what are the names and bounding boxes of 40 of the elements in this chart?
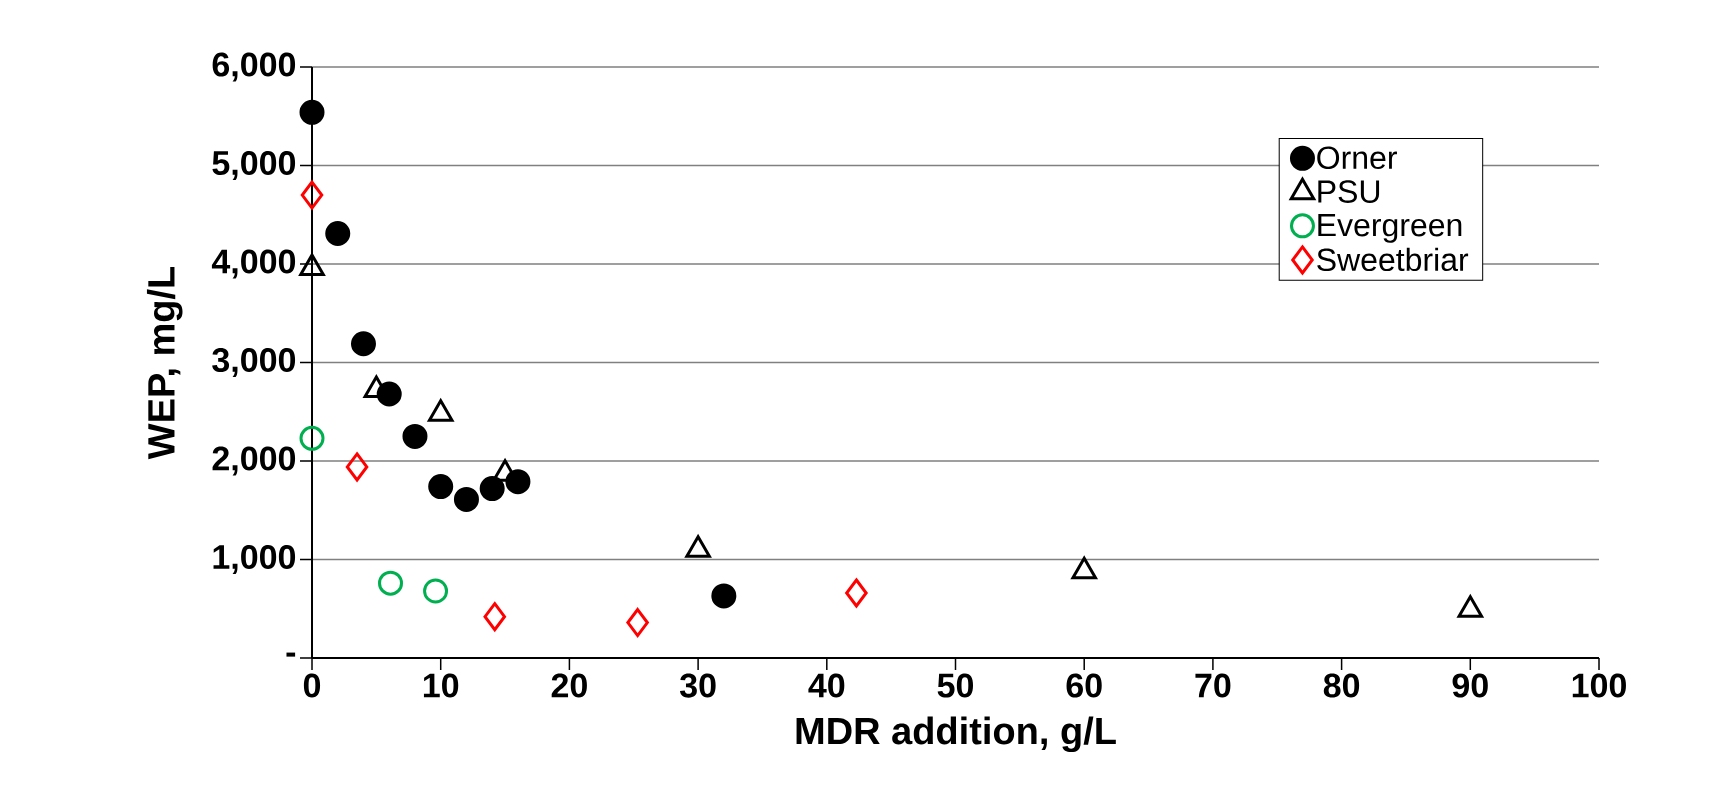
x-tick-label: 100 (1572, 673, 1626, 698)
point (299, 425, 325, 451)
point (345, 452, 369, 482)
y-tick-label: 6,000 (212, 52, 296, 82)
y-tick-label: 4,000 (211, 249, 296, 279)
point (325, 220, 351, 246)
y-tick-label: 5,000 (212, 151, 296, 181)
x-tick-label: 10 (423, 673, 459, 698)
y-tick-label: 1,000 (213, 545, 296, 575)
point (378, 570, 404, 596)
x-tick-label: 20 (551, 673, 587, 698)
x-tick-label: 50 (937, 673, 974, 698)
point (483, 602, 507, 632)
point (845, 578, 868, 608)
y-tick-label: 3,000 (212, 348, 296, 378)
x-tick-label: 30 (679, 673, 716, 698)
point (479, 476, 505, 502)
point (711, 583, 737, 609)
x-tick-label: 40 (808, 673, 845, 698)
x-tick-label: 90 (1452, 673, 1488, 698)
x-tick-label: 0 (303, 673, 321, 698)
x-tick-label: 70 (1195, 673, 1231, 698)
y-axis-title: WEP, mg/L (146, 266, 183, 460)
x-axis-title: MDR addition, g/L (796, 716, 1116, 753)
y-tick-label: - (286, 652, 296, 657)
point (300, 180, 324, 210)
legend-label: PSU (1318, 180, 1380, 203)
point (428, 474, 454, 500)
point (453, 486, 479, 512)
legend-label: Evergreen (1318, 214, 1462, 243)
point (350, 331, 376, 357)
point (626, 608, 649, 638)
point (423, 578, 449, 604)
legend-label: Orner (1317, 146, 1397, 170)
y-tick-label: 2,000 (212, 446, 296, 476)
x-tick-label: 60 (1066, 673, 1102, 698)
x-tick-label: 80 (1323, 673, 1360, 698)
point (402, 423, 428, 449)
point (299, 99, 325, 125)
legend-label: Sweetbriar (1317, 247, 1469, 272)
